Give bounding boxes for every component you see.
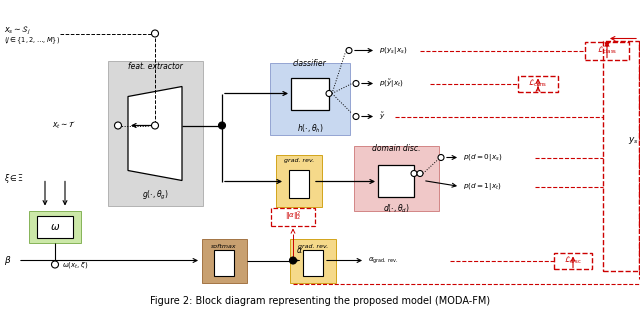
Text: Figure 2: Block diagram representing the proposed model (MODA-FM): Figure 2: Block diagram representing the… [150,296,490,305]
Circle shape [115,122,122,129]
Text: grad. rev.: grad. rev. [298,244,328,249]
Text: $p(y_s|x_s)$: $p(y_s|x_s)$ [379,45,407,56]
Text: $p(d=0|x_s)$: $p(d=0|x_s)$ [463,152,502,163]
Bar [585,42,629,60]
Bar [353,146,438,211]
Bar [518,76,558,92]
Text: $\mathcal{L}_{\mathrm{cons}}$: $\mathcal{L}_{\mathrm{cons}}$ [528,78,548,89]
Text: domain disc.: domain disc. [372,144,420,153]
Circle shape [417,170,423,177]
Text: $\mathcal{L}_{\mathrm{disc}}$: $\mathcal{L}_{\mathrm{disc}}$ [564,255,582,266]
Bar [378,164,414,197]
Circle shape [326,91,332,96]
Text: classifier: classifier [293,59,327,68]
Bar [108,61,202,206]
Bar [303,250,323,276]
Circle shape [152,30,159,37]
Text: $\|\alpha\|_2^2$: $\|\alpha\|_2^2$ [285,210,301,223]
Text: $x_t \sim \mathcal{T}$: $x_t \sim \mathcal{T}$ [52,120,76,131]
Text: $\omega$: $\omega$ [50,221,60,232]
Bar [290,238,336,283]
Bar [289,169,309,198]
Bar [603,41,639,270]
Circle shape [51,261,58,268]
Bar [271,208,315,226]
Bar [214,250,234,276]
Bar [270,62,350,134]
Circle shape [411,170,417,177]
Circle shape [152,122,159,129]
Circle shape [289,257,296,264]
Text: $\tilde{y}$: $\tilde{y}$ [379,111,385,122]
Bar [291,77,329,110]
Circle shape [353,113,359,119]
Text: $p(\tilde{y}|x_t)$: $p(\tilde{y}|x_t)$ [379,77,404,90]
Text: $\alpha$: $\alpha$ [296,246,303,255]
Text: $\mathcal{L}_{\mathrm{class}}$: $\mathcal{L}_{\mathrm{class}}$ [597,45,617,56]
Bar [202,238,246,283]
Text: $x_s \sim \mathcal{S}_j$: $x_s \sim \mathcal{S}_j$ [4,25,31,37]
Text: $d(\cdot,\theta_d)$: $d(\cdot,\theta_d)$ [383,202,410,215]
Bar [554,252,592,268]
Circle shape [218,122,225,129]
Text: $\xi \in \Xi$: $\xi \in \Xi$ [4,172,24,185]
Circle shape [353,80,359,87]
Text: $\alpha_{\mathrm{grad.\ rev.}}$: $\alpha_{\mathrm{grad.\ rev.}}$ [368,255,399,266]
Circle shape [346,47,352,54]
Polygon shape [128,87,182,181]
Text: $\beta$: $\beta$ [4,254,12,267]
Text: softmax: softmax [211,244,237,249]
Text: $h(\cdot,\theta_h)$: $h(\cdot,\theta_h)$ [296,122,323,135]
Text: $g(\cdot,\theta_g)$: $g(\cdot,\theta_g)$ [141,189,168,202]
Text: $(j \in \{1, 2, \ldots, M\})$: $(j \in \{1, 2, \ldots, M\})$ [4,35,60,46]
Bar [29,211,81,243]
Text: $\omega(x_t, \xi)$: $\omega(x_t, \xi)$ [62,260,88,269]
Text: $y_s$: $y_s$ [628,135,638,146]
Text: $p(d=1|x_t)$: $p(d=1|x_t)$ [463,181,502,192]
Text: grad. rev.: grad. rev. [284,158,314,163]
Text: feat. extractor: feat. extractor [127,62,182,71]
Circle shape [438,154,444,161]
Bar [276,154,322,206]
Bar [37,215,73,237]
